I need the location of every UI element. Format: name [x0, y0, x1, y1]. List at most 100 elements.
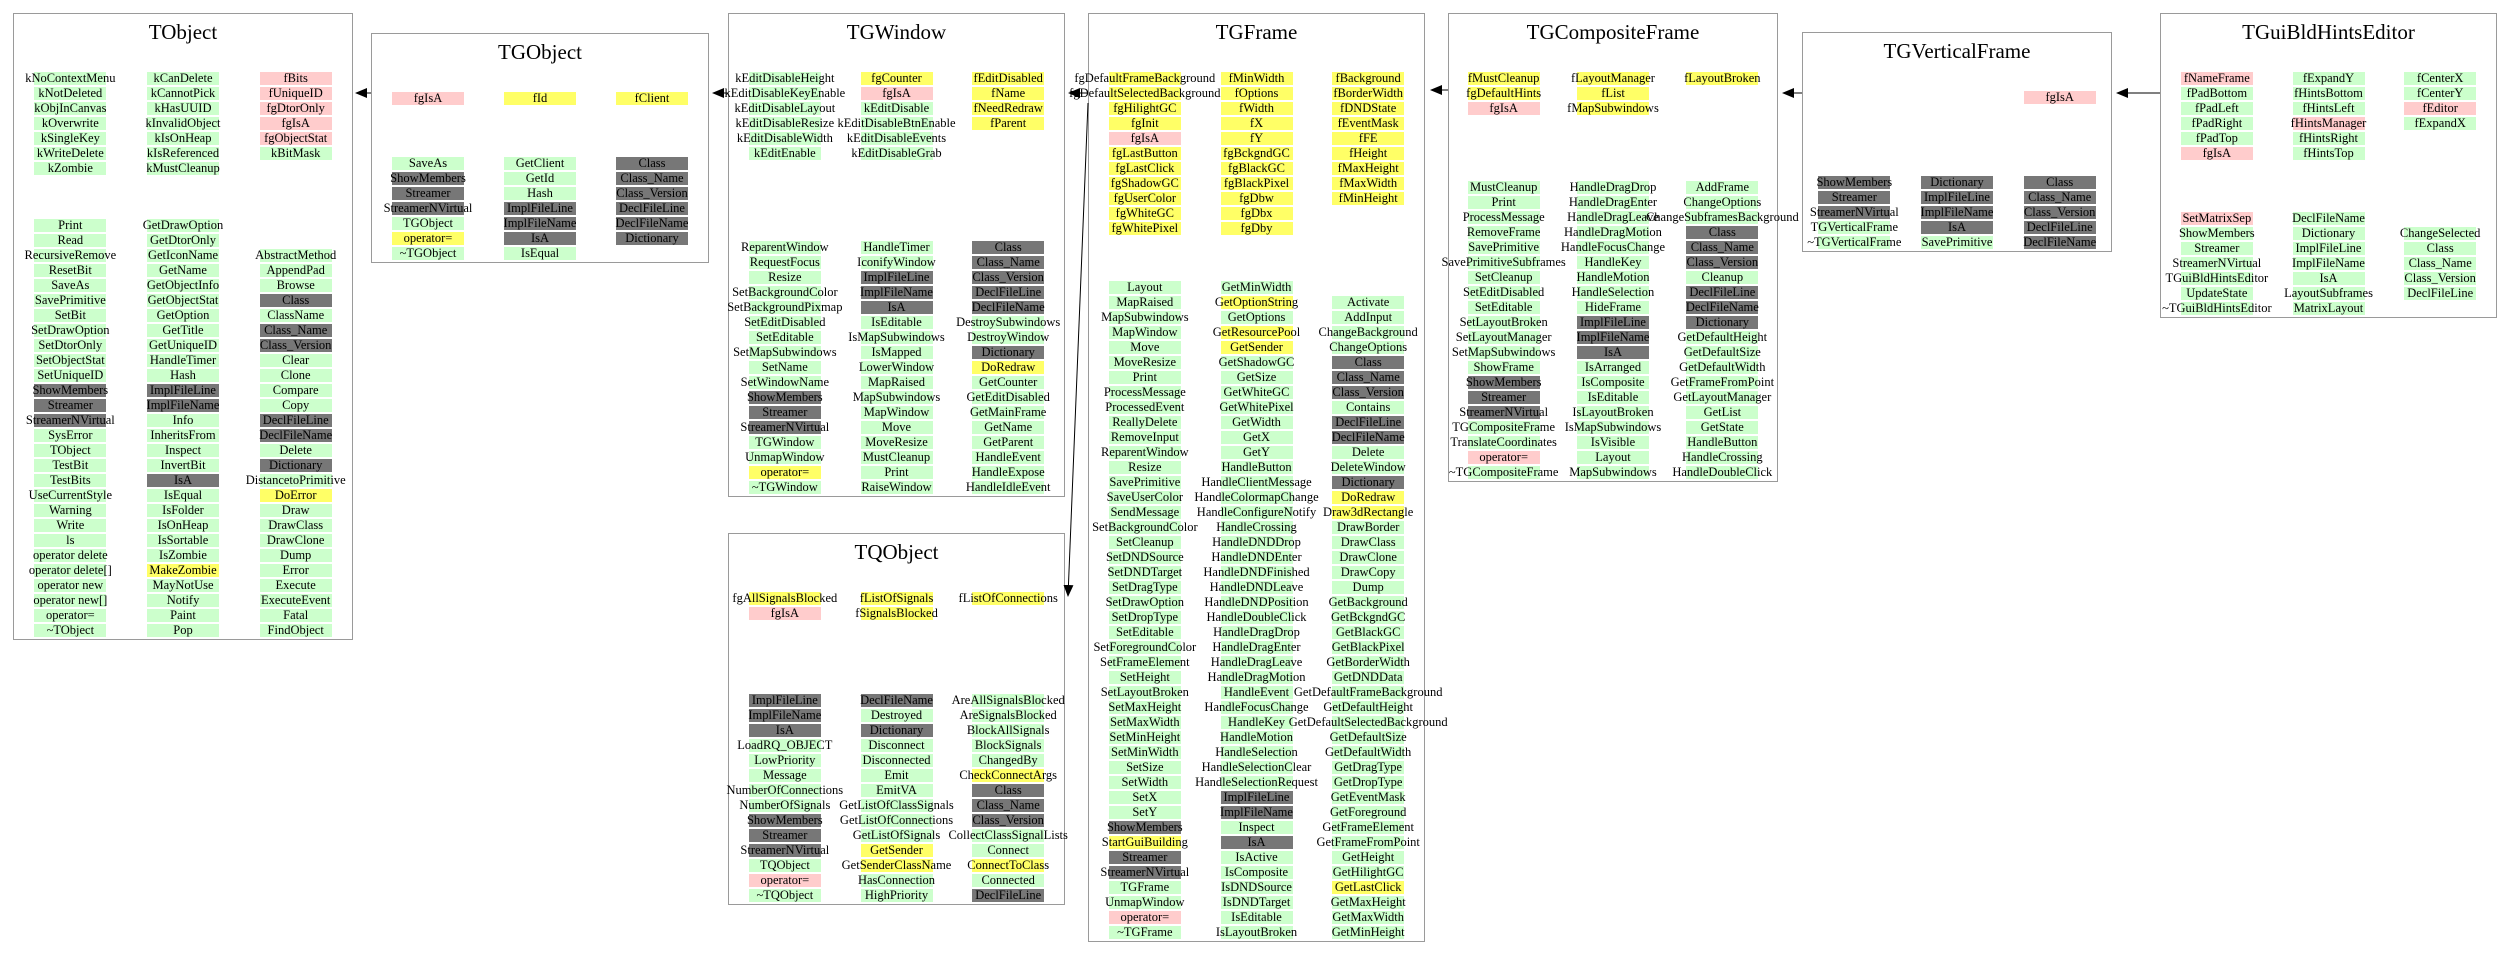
field-fhintsmanager[interactable]: fHintsManager [2273, 116, 2385, 131]
method-streamernvirtual[interactable]: StreamerNVirtual [729, 843, 841, 858]
method-getclient[interactable]: GetClient [484, 156, 596, 171]
method-ls[interactable]: ls [14, 533, 127, 548]
method-implfilename[interactable]: ImplFileName [484, 216, 596, 231]
field-fpadtop[interactable]: fPadTop [2161, 131, 2273, 146]
method-delete[interactable]: Delete [239, 443, 352, 458]
method-browse[interactable]: Browse [239, 278, 352, 293]
field-fname[interactable]: fName [952, 86, 1064, 101]
field-fgdbw[interactable]: fgDbw [1201, 191, 1313, 206]
method-move[interactable]: Move [1089, 340, 1201, 355]
method-handledndenter[interactable]: HandleDNDEnter [1201, 550, 1313, 565]
method-getlist[interactable]: GetList [1668, 405, 1777, 420]
method-lowpriority[interactable]: LowPriority [729, 753, 841, 768]
method-class[interactable]: Class [1312, 355, 1424, 370]
method-tgframe[interactable]: TGFrame [1089, 880, 1201, 895]
field-fbackground[interactable]: fBackground [1312, 71, 1424, 86]
field-kmustcleanup[interactable]: kMustCleanup [127, 161, 240, 176]
method-streamernvirtual[interactable]: StreamerNVirtual [2161, 256, 2273, 271]
field-fclient[interactable]: fClient [596, 91, 708, 106]
method-ismapsubwindows[interactable]: IsMapSubwindows [1558, 420, 1667, 435]
method-handlefocuschange[interactable]: HandleFocusChange [1201, 700, 1313, 715]
field-fginit[interactable]: fgInit [1089, 116, 1201, 131]
method-message[interactable]: Message [729, 768, 841, 783]
method-inheritsfrom[interactable]: InheritsFrom [127, 428, 240, 443]
method-setcleanup[interactable]: SetCleanup [1089, 535, 1201, 550]
method-getmaxheight[interactable]: GetMaxHeight [1312, 895, 1424, 910]
field-flistofconnections[interactable]: fListOfConnections [952, 591, 1064, 606]
method-maynotuse[interactable]: MayNotUse [127, 578, 240, 593]
field-fgisa[interactable]: fgIsA [1089, 131, 1201, 146]
field-fgisa[interactable]: fgIsA [841, 86, 953, 101]
method-layoutsubframes[interactable]: LayoutSubframes [2273, 286, 2385, 301]
method-handledndleave[interactable]: HandleDNDLeave [1201, 580, 1313, 595]
method-iseditable[interactable]: IsEditable [1201, 910, 1313, 925]
field-fgbckgndgc[interactable]: fgBckgndGC [1201, 146, 1313, 161]
method-appendpad[interactable]: AppendPad [239, 263, 352, 278]
field-fgblackgc[interactable]: fgBlackGC [1201, 161, 1313, 176]
method-setminwidth[interactable]: SetMinWidth [1089, 745, 1201, 760]
field-flayoutbroken[interactable]: fLayoutBroken [1668, 71, 1777, 86]
class-title[interactable]: TGCompositeFrame [1526, 20, 1700, 44]
method-setbackgroundcolor[interactable]: SetBackgroundColor [729, 285, 841, 300]
field-keditdisableevents[interactable]: kEditDisableEvents [841, 131, 953, 146]
method-streamernvirtual[interactable]: StreamerNVirtual [1089, 865, 1201, 880]
method-showmembers[interactable]: ShowMembers [1803, 175, 1906, 190]
method-doredraw[interactable]: DoRedraw [952, 360, 1064, 375]
method-getoptionstring[interactable]: GetOptionString [1201, 295, 1313, 310]
method-handlekey[interactable]: HandleKey [1558, 255, 1667, 270]
method-iscomposite[interactable]: IsComposite [1201, 865, 1313, 880]
method-showmembers[interactable]: ShowMembers [729, 390, 841, 405]
method-streamer[interactable]: Streamer [1803, 190, 1906, 205]
method-isequal[interactable]: IsEqual [127, 488, 240, 503]
method-showmembers[interactable]: ShowMembers [14, 383, 127, 398]
method-moveresize[interactable]: MoveResize [841, 435, 953, 450]
field-fneedredraw[interactable]: fNeedRedraw [952, 101, 1064, 116]
method-getdtoronly[interactable]: GetDtorOnly [127, 233, 240, 248]
field-fgdefaultselectedbackground[interactable]: fgDefaultSelectedBackground [1069, 86, 1221, 101]
field-fgdbx[interactable]: fgDbx [1201, 206, 1313, 221]
field-fminwidth[interactable]: fMinWidth [1201, 71, 1313, 86]
method-getdrawoption[interactable]: GetDrawOption [127, 218, 240, 233]
method-reparentwindow[interactable]: ReparentWindow [1089, 445, 1201, 460]
method-getblackgc[interactable]: GetBlackGC [1312, 625, 1424, 640]
method-setdtoronly[interactable]: SetDtorOnly [14, 338, 127, 353]
method-contains[interactable]: Contains [1312, 400, 1424, 415]
field-fheight[interactable]: fHeight [1312, 146, 1424, 161]
method-streamer[interactable]: Streamer [1089, 850, 1201, 865]
method-streamernvirtual[interactable]: StreamerNVirtual [14, 413, 127, 428]
method-gety[interactable]: GetY [1201, 445, 1313, 460]
method-hasconnection[interactable]: HasConnection [841, 873, 953, 888]
field-fglastclick[interactable]: fgLastClick [1089, 161, 1201, 176]
field-knocontextmenu[interactable]: kNoContextMenu [14, 71, 127, 86]
method-class-name[interactable]: Class_Name [1312, 370, 1424, 385]
method-handleselection[interactable]: HandleSelection [1201, 745, 1313, 760]
method-removeinput[interactable]: RemoveInput [1089, 430, 1201, 445]
method-declfilename[interactable]: DeclFileName [1668, 300, 1777, 315]
method-areallsignalsblocked[interactable]: AreAllSignalsBlocked [952, 693, 1065, 708]
method-isa[interactable]: IsA [729, 723, 841, 738]
field-keditdisableheight[interactable]: kEditDisableHeight [729, 71, 841, 86]
method-streamernvirtual[interactable]: StreamerNVirtual [1803, 205, 1906, 220]
method-streamer[interactable]: Streamer [14, 398, 127, 413]
method-class-version[interactable]: Class_Version [596, 186, 708, 201]
method-executeevent[interactable]: ExecuteEvent [239, 593, 352, 608]
method-translatecoordinates[interactable]: TranslateCoordinates [1449, 435, 1558, 450]
method-startguibuilding[interactable]: StartGuiBuilding [1089, 835, 1201, 850]
method-handleevent[interactable]: HandleEvent [952, 450, 1064, 465]
method-isequal[interactable]: IsEqual [484, 246, 596, 261]
method-isa[interactable]: IsA [1558, 345, 1667, 360]
method-getobjectinfo[interactable]: GetObjectInfo [127, 278, 240, 293]
field-fgobjectstat[interactable]: fgObjectStat [239, 131, 352, 146]
method-geteditdisabled[interactable]: GetEditDisabled [952, 390, 1064, 405]
field-fglastbutton[interactable]: fgLastButton [1089, 146, 1201, 161]
method-operator-delete[interactable]: operator delete [14, 548, 127, 563]
method-seteditdisabled[interactable]: SetEditDisabled [1449, 285, 1558, 300]
method-getshadowgc[interactable]: GetShadowGC [1201, 355, 1313, 370]
method-getbckgndgc[interactable]: GetBckgndGC [1312, 610, 1424, 625]
method-changebackground[interactable]: ChangeBackground [1312, 325, 1424, 340]
method-handlecrossing[interactable]: HandleCrossing [1201, 520, 1313, 535]
method-isfolder[interactable]: IsFolder [127, 503, 240, 518]
method-tgcompositeframe[interactable]: TGCompositeFrame [1449, 420, 1558, 435]
method-resize[interactable]: Resize [729, 270, 841, 285]
method-dictionary[interactable]: Dictionary [841, 723, 953, 738]
